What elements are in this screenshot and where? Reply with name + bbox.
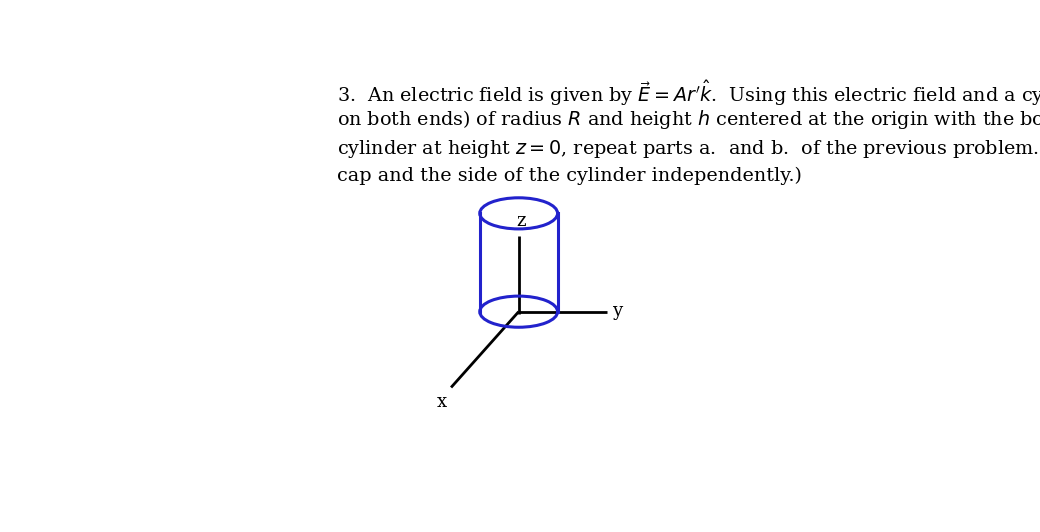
- Text: y: y: [613, 302, 622, 320]
- Text: cap and the side of the cylinder independently.): cap and the side of the cylinder indepen…: [337, 167, 802, 185]
- Text: on both ends) of radius $R$ and height $h$ centered at the origin with the botto: on both ends) of radius $R$ and height $…: [337, 107, 1040, 131]
- Text: z: z: [517, 212, 526, 230]
- Text: 3.  An electric field is given by $\vec{E} = Ar'\hat{k}$.  Using this electric f: 3. An electric field is given by $\vec{E…: [337, 78, 1040, 108]
- Text: x: x: [437, 393, 447, 411]
- Text: cylinder at height $z = 0$, repeat parts a.  and b.  of the previous problem.  (: cylinder at height $z = 0$, repeat parts…: [337, 137, 1040, 160]
